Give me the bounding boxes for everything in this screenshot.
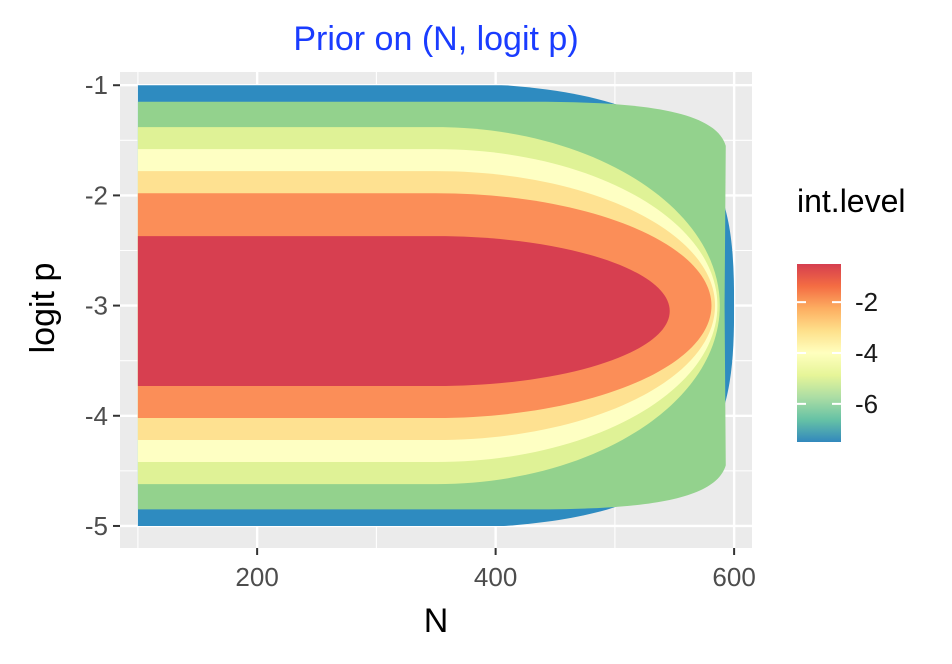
legend-tick-label: -4 xyxy=(855,338,878,368)
y-tick-label: -3 xyxy=(85,291,108,321)
y-axis-title: logit p xyxy=(24,263,62,354)
x-tick-label: 400 xyxy=(474,562,517,592)
legend-tick-label: -2 xyxy=(855,287,878,317)
x-tick-label: 200 xyxy=(235,562,278,592)
contour-band xyxy=(137,236,670,387)
contour-group xyxy=(137,85,735,526)
y-tick-label: -4 xyxy=(85,401,108,431)
y-tick-label: -5 xyxy=(85,511,108,541)
legend-tick-label: -6 xyxy=(855,389,878,419)
axes: 200 400 600 -1 -2 -3 -4 -5 xyxy=(85,70,756,592)
x-tick-label: 600 xyxy=(712,562,755,592)
legend: int.level -2 -4 -6 xyxy=(797,183,906,442)
y-tick-label: -1 xyxy=(85,70,108,100)
y-tick-label: -2 xyxy=(85,180,108,210)
chart-title: Prior on (N, logit p) xyxy=(293,20,578,58)
legend-title: int.level xyxy=(797,183,906,219)
contour-bands xyxy=(137,85,735,526)
x-axis-title: N xyxy=(424,602,449,640)
